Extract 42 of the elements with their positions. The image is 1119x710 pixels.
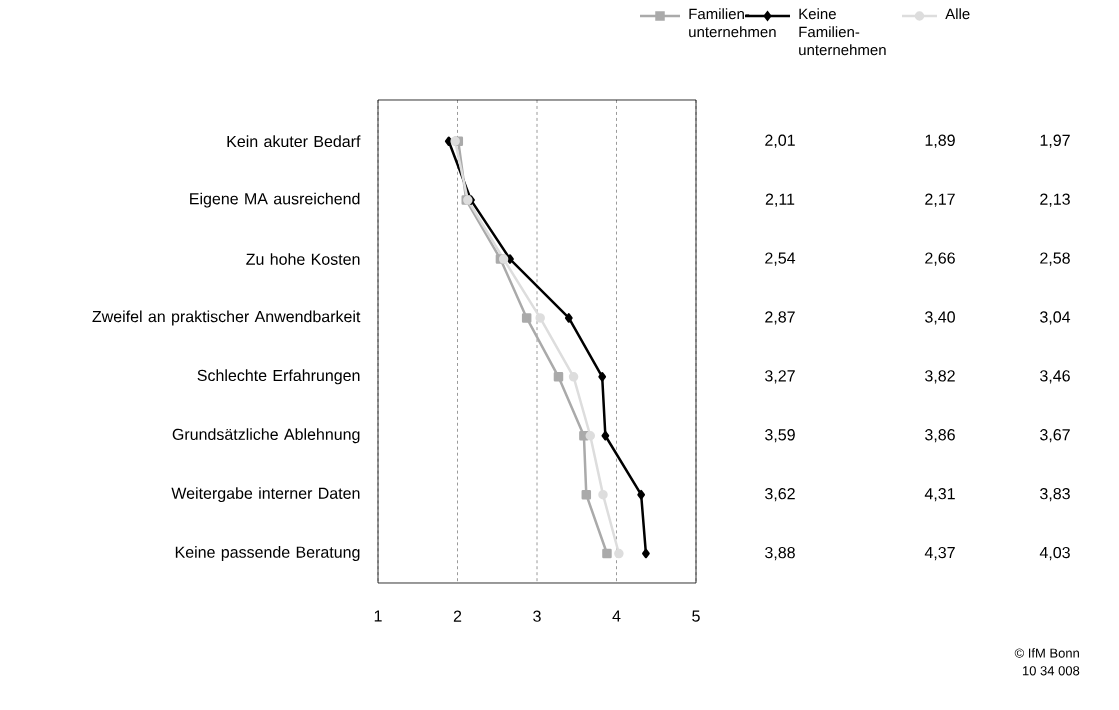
data-label: 3,04 (1040, 311, 1071, 325)
data-label: 4,03 (1039, 546, 1070, 561)
data-label: 2,01 (765, 134, 795, 148)
text: 10 34 008 (1022, 666, 1080, 676)
y-tick-label: Kein akuter Bedarf (227, 135, 361, 148)
data-label: 2,66 (925, 252, 955, 266)
data-label: 3,67 (1040, 429, 1070, 443)
legend-label: Familien-unternehmen (689, 8, 776, 38)
y-tick-label: Zu hohe Kosten (246, 253, 360, 265)
data-label: 3,62 (765, 488, 795, 502)
data-label: 2,54 (765, 252, 796, 266)
data-label: 2,11 (765, 193, 795, 207)
y-tick-label: Grundsätzliche Ablehnung (172, 428, 360, 444)
legend-label: Alle (945, 8, 970, 20)
x-tick-label: 1 (374, 610, 382, 622)
text: © IfM Bonn (1014, 648, 1079, 658)
y-tick-label: Zweifel an praktischer Anwendbarkeit (92, 310, 361, 326)
data-label: 3,86 (925, 429, 955, 443)
data-label: 3,59 (765, 429, 795, 443)
data-label: 3,88 (765, 546, 795, 561)
x-tick-label: 5 (692, 610, 700, 622)
data-label: 3,40 (925, 311, 955, 325)
data-label: 2,17 (925, 193, 955, 207)
data-label: 3,46 (1040, 370, 1070, 384)
x-tick-label: 4 (612, 610, 621, 622)
data-label: 4,31 (924, 488, 955, 502)
y-tick-label: Keine passende Beratung (175, 546, 360, 561)
y-tick-label: Eigene MA ausreichend (190, 192, 360, 208)
data-label: 3,83 (1040, 488, 1070, 502)
x-tick-label: 3 (533, 610, 541, 622)
data-label: 2,13 (1040, 193, 1070, 207)
data-label: 1,89 (925, 134, 955, 148)
y-tick-label: Weitergabe interner Daten (171, 487, 360, 503)
data-label: 3,27 (765, 370, 795, 384)
legend-label: Keine Familien-unternehmen (799, 8, 886, 56)
data-label: 3,82 (925, 370, 955, 384)
x-tick-label: 2 (453, 610, 462, 622)
y-tick-label: Schlechte Erfahrungen (197, 369, 360, 385)
data-label: 2,58 (1040, 252, 1070, 266)
data-label: 4,37 (924, 546, 955, 561)
data-label: 2,87 (765, 311, 795, 325)
data-label: 1,97 (1040, 134, 1070, 148)
